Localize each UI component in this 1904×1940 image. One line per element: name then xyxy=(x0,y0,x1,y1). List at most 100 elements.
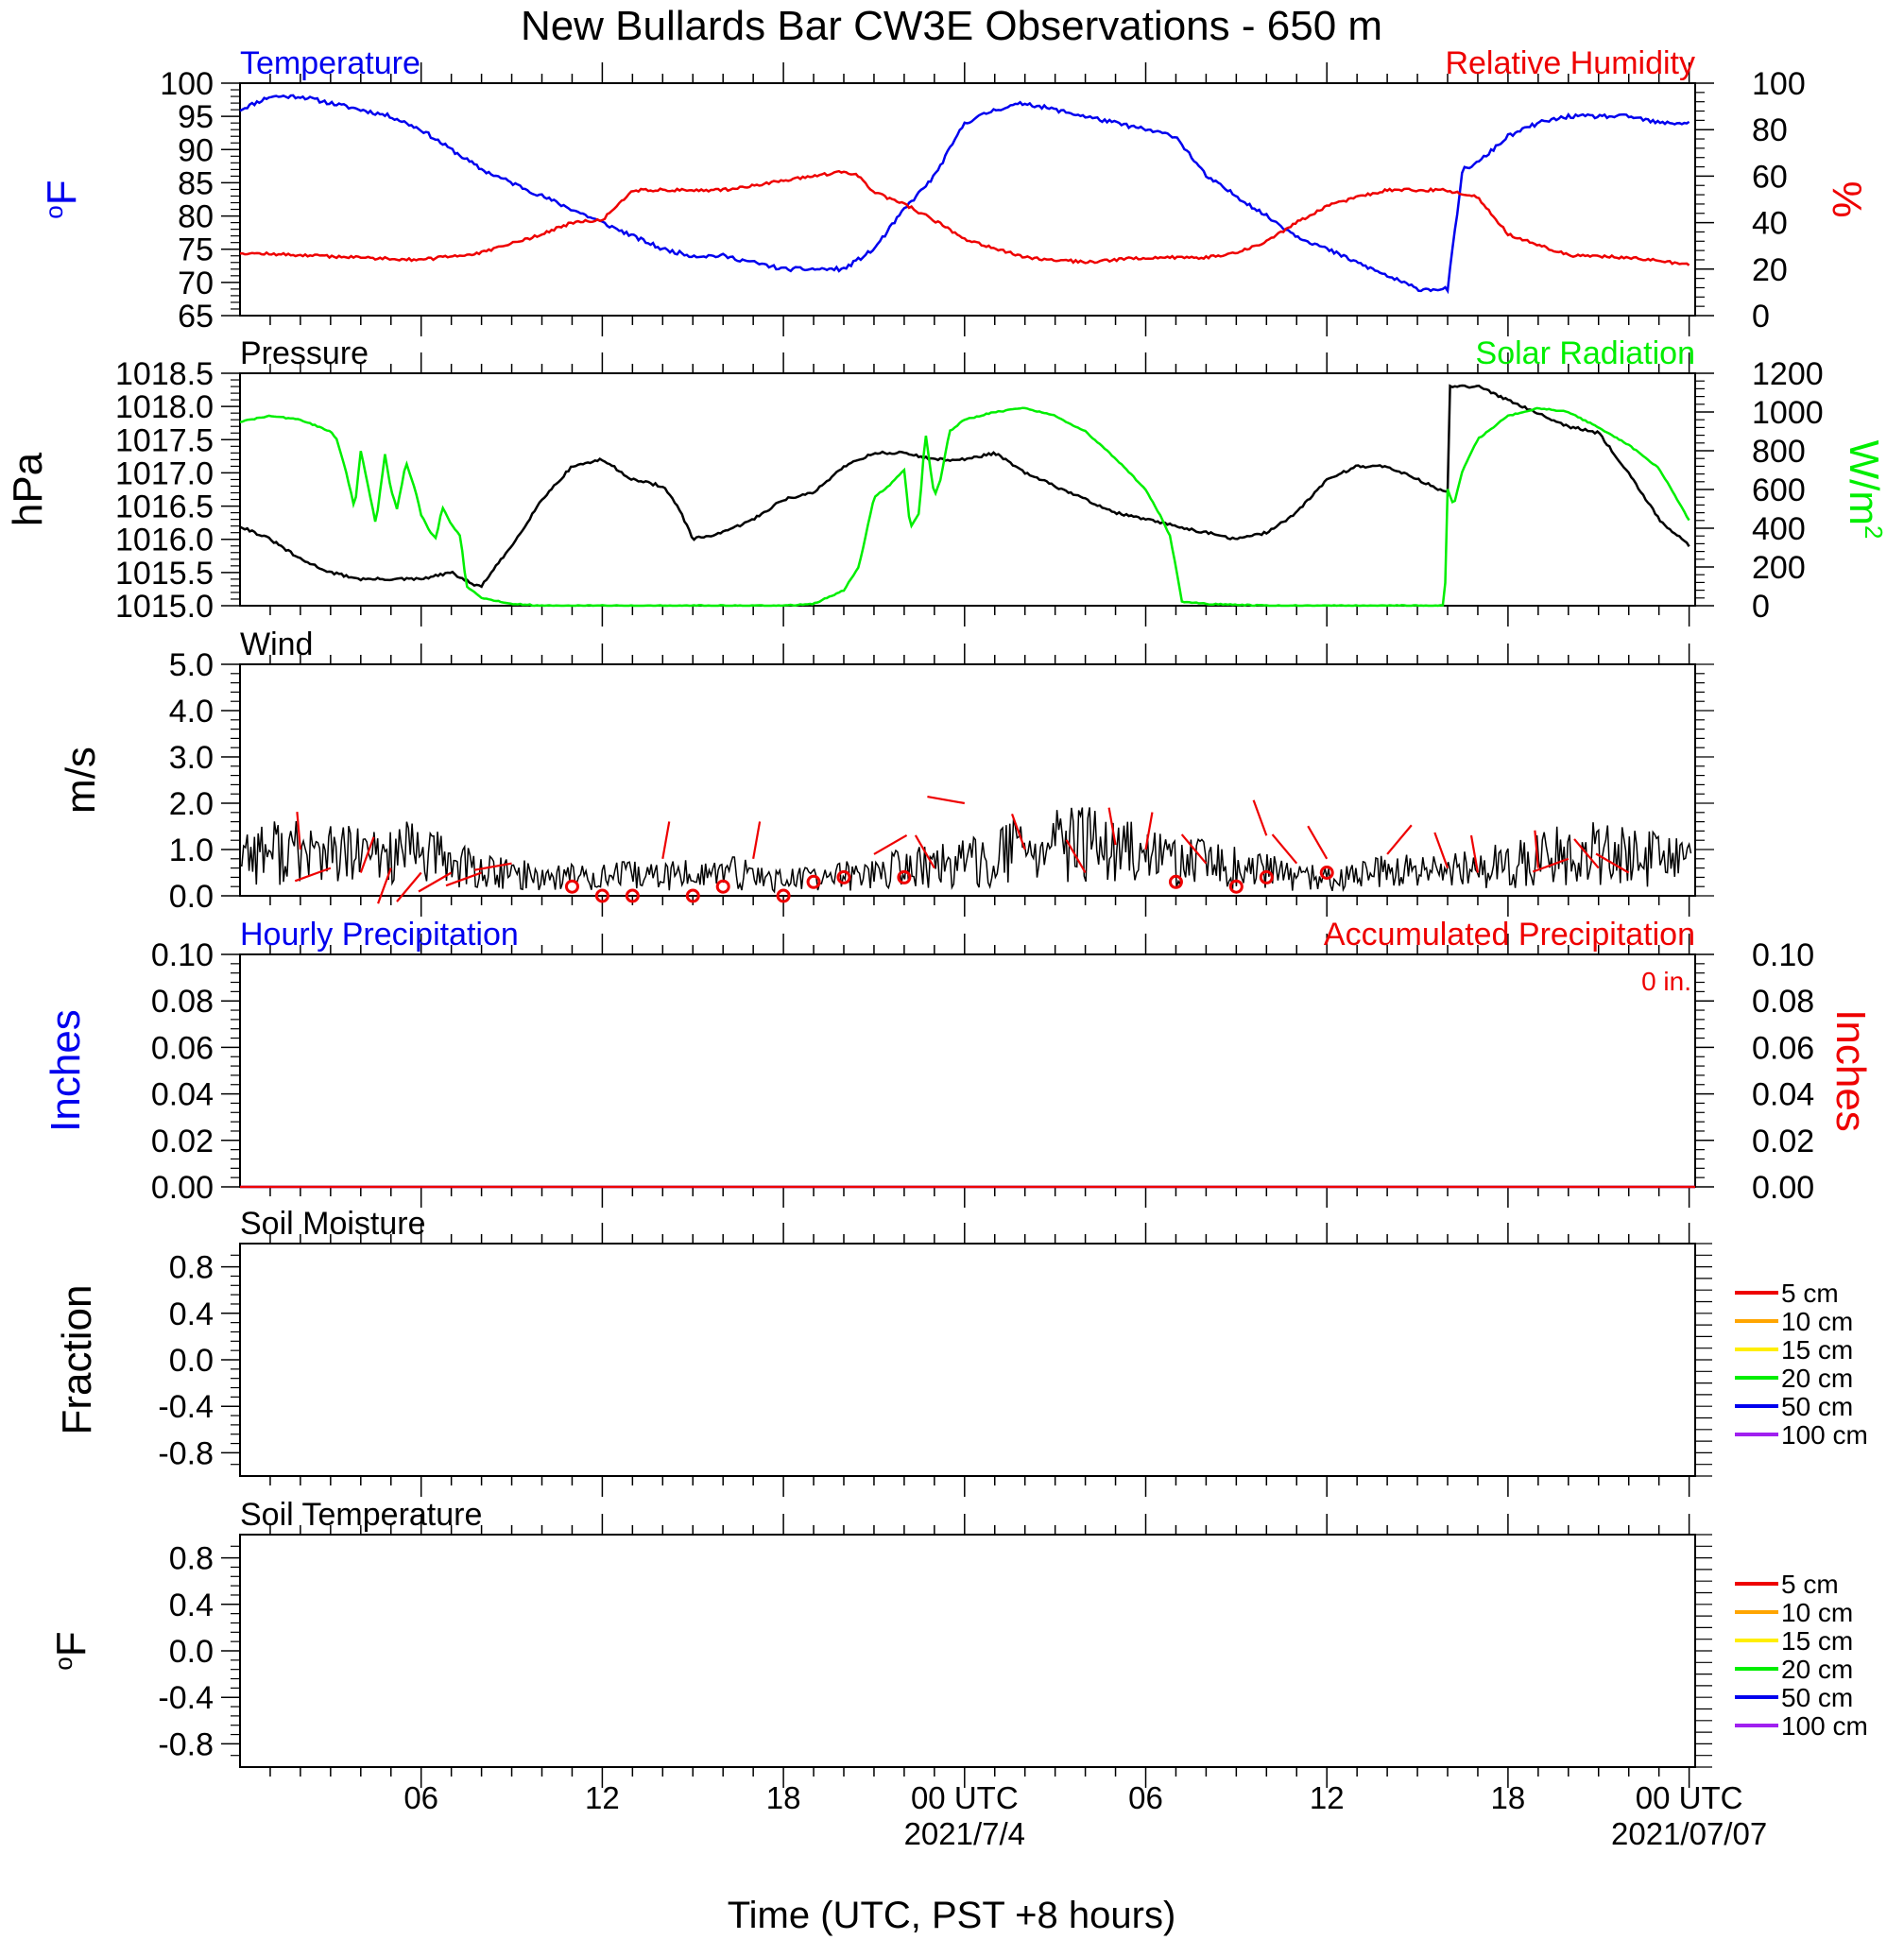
y-tick-label: 1017.5 xyxy=(115,422,214,458)
calm-wind-marker xyxy=(806,874,821,889)
y-tick-label: -0.4 xyxy=(158,1680,214,1716)
hourly-precip-title: Hourly Precipitation xyxy=(240,917,519,953)
y-tick-label: 65 xyxy=(178,299,214,335)
y-tick-label: 0.04 xyxy=(1752,1077,1814,1113)
calm-wind-marker xyxy=(715,879,730,894)
legend-label: 10 cm xyxy=(1781,1598,1853,1627)
y-tick-label: 0.04 xyxy=(151,1077,214,1113)
wind-barb xyxy=(873,833,908,855)
y-tick-label: 200 xyxy=(1752,550,1806,586)
solar-axis-label: W/m2 xyxy=(1841,440,1888,540)
y-tick-label: -0.4 xyxy=(158,1389,214,1425)
y-tick-label: 80 xyxy=(178,199,214,235)
x-tick-label: 06 xyxy=(403,1780,438,1815)
x-tick-label: 06 xyxy=(1128,1780,1163,1815)
y-tick-label: 0.06 xyxy=(1752,1030,1814,1066)
wind-title: Wind xyxy=(240,627,313,662)
solar-title: Solar Radiation xyxy=(1476,335,1695,371)
plot-frame xyxy=(239,372,1696,607)
calm-wind-marker xyxy=(1259,869,1274,884)
accumulated-total-label: 0 in. xyxy=(1641,967,1691,996)
y-tick-label: 0.06 xyxy=(151,1030,214,1066)
date-label: 2021/7/4 xyxy=(904,1816,1025,1851)
y-tick-label: 0.00 xyxy=(151,1170,214,1206)
y-tick-label: 600 xyxy=(1752,472,1806,508)
wind-barb xyxy=(377,867,392,904)
pressure-title: Pressure xyxy=(240,335,369,371)
x-tick-label: 18 xyxy=(766,1780,801,1815)
wind-barb xyxy=(1252,799,1268,836)
y-tick-label: 1200 xyxy=(1752,356,1824,392)
soil-temperature-title: Soil Temperature xyxy=(240,1497,482,1533)
wind-barb xyxy=(1065,839,1087,874)
pressure-axis-label: hPa xyxy=(5,452,51,526)
y-tick-label: 5.0 xyxy=(169,647,214,683)
y-tick-label: 1016.5 xyxy=(115,489,214,525)
humidity-title: Relative Humidity xyxy=(1445,45,1695,81)
wind-barb xyxy=(1144,812,1154,850)
y-tick-label: 0.4 xyxy=(169,1588,214,1623)
legend-label: 15 cm xyxy=(1781,1626,1853,1656)
wind-barb xyxy=(1307,825,1329,860)
y-tick-label: 1018.5 xyxy=(115,356,214,392)
y-tick-label: 85 xyxy=(178,165,214,201)
pressure-line xyxy=(239,384,1690,589)
y-tick-label: 75 xyxy=(178,232,214,268)
wind-barb xyxy=(1534,830,1539,868)
y-tick-label: -0.8 xyxy=(158,1435,214,1471)
y-tick-label: 0.4 xyxy=(169,1296,214,1332)
y-tick-label: 80 xyxy=(1752,112,1788,148)
y-tick-label: -0.8 xyxy=(158,1726,214,1762)
legend-label: 100 cm xyxy=(1781,1420,1868,1450)
y-tick-label: 0.10 xyxy=(151,937,214,973)
legend-label: 15 cm xyxy=(1781,1335,1853,1365)
y-tick-label: 3.0 xyxy=(169,740,214,776)
y-tick-label: 90 xyxy=(178,132,214,168)
humidity-axis-label: % xyxy=(1824,180,1870,217)
accumulated-precip-axis-label: Inches xyxy=(1827,1009,1874,1132)
wind-barb xyxy=(1010,814,1026,850)
y-tick-label: 95 xyxy=(178,99,214,135)
panel-precip: 0.00 0.02 0.04 0.06 0.08 0.10 0.00 0.02 0.04 0.06… xyxy=(43,917,1874,1208)
wind-barb xyxy=(1532,857,1570,873)
soil-moisture-title: Soil Moisture xyxy=(240,1206,426,1242)
calm-wind-marker xyxy=(594,888,609,903)
y-tick-label: 0.08 xyxy=(1752,984,1814,1020)
humidity-line xyxy=(239,169,1690,266)
y-tick-label: 0.00 xyxy=(1752,1170,1814,1206)
x-tick-label: 18 xyxy=(1491,1780,1526,1815)
calm-wind-marker xyxy=(564,879,579,894)
y-tick-label: 60 xyxy=(1752,159,1788,195)
wind-barb xyxy=(1107,807,1117,846)
wind-barb xyxy=(359,836,375,873)
calm-wind-marker xyxy=(1168,874,1183,889)
wind-barb xyxy=(473,862,512,871)
y-tick-label: 0.02 xyxy=(1752,1124,1814,1159)
wind-barb xyxy=(1469,834,1480,873)
legend-label: 20 cm xyxy=(1781,1364,1853,1393)
plot-frame xyxy=(239,953,1696,1188)
y-tick-label: 1.0 xyxy=(169,833,214,868)
temperature-line xyxy=(239,94,1690,295)
y-tick-label: 1000 xyxy=(1752,395,1824,431)
y-tick-label: 100 xyxy=(1752,66,1806,102)
legend-label: 5 cm xyxy=(1781,1279,1839,1308)
plot-frame xyxy=(239,1243,1696,1477)
wind-barb xyxy=(1271,833,1298,865)
x-tick-label: 12 xyxy=(585,1780,620,1815)
date-label: 2021/07/07 xyxy=(1611,1816,1767,1851)
soil-temperature-axis-label: oF xyxy=(48,1631,94,1670)
panel-temp_rh: 65707580859095100020406080100Temperature… xyxy=(39,45,1870,336)
x-tick-label: 12 xyxy=(1310,1780,1345,1815)
figure-title: New Bullards Bar CW3E Observations - 650… xyxy=(521,3,1382,49)
soil-moisture-axis-label: Fraction xyxy=(54,1285,100,1435)
y-tick-label: 20 xyxy=(1752,252,1788,288)
wind-barb xyxy=(1595,852,1630,874)
legend-label: 100 cm xyxy=(1781,1711,1868,1741)
plot-frame xyxy=(239,82,1696,317)
x-axis-label: Time (UTC, PST +8 hours) xyxy=(728,1895,1176,1936)
wind-barb xyxy=(445,871,482,887)
legend-label: 10 cm xyxy=(1781,1307,1853,1336)
calm-wind-marker xyxy=(897,869,912,884)
